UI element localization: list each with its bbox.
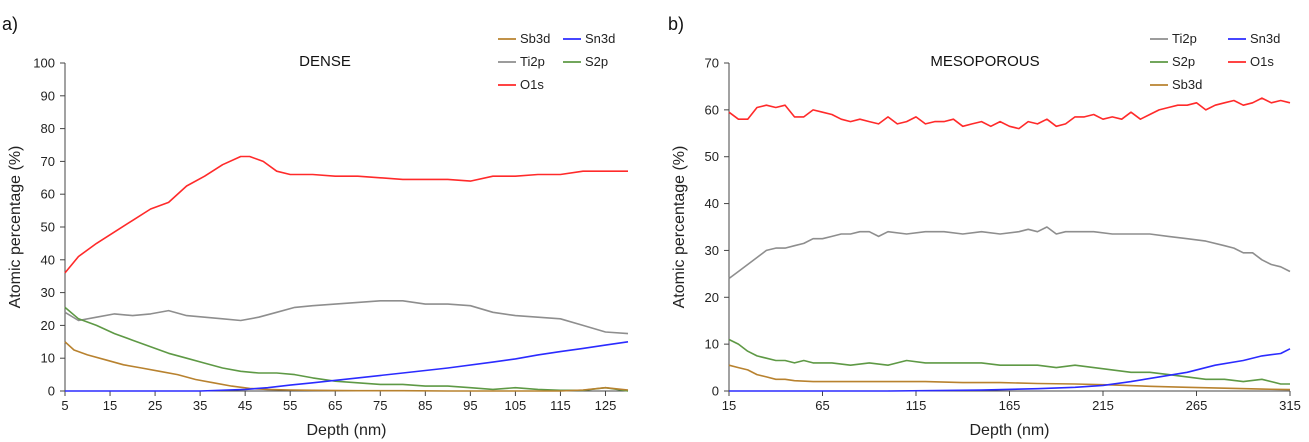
x-tick-label: 115: [906, 398, 927, 413]
y-tick-label: 80: [41, 121, 55, 136]
x-tick-label: 65: [815, 398, 829, 413]
series-line-sb3d: [64, 341, 629, 392]
legend: Ti2p Sn3d S2p O1s Sb3d: [1150, 31, 1280, 92]
y-axis-label: Atomic percentage (%): [671, 146, 688, 309]
series-line-ti2p: [64, 299, 629, 335]
series-line-sn3d: [65, 341, 629, 392]
y-tick-label: 10: [41, 351, 55, 366]
series-line-sn3d: [729, 348, 1291, 392]
y-tick-label: 70: [41, 154, 55, 169]
x-axis-label: Depth (nm): [306, 422, 386, 439]
y-axis-label: Atomic percentage (%): [7, 146, 24, 309]
x-tick-label: 35: [193, 398, 207, 413]
x-tick-label: 215: [1092, 398, 1114, 413]
series-line-sb3d: [728, 364, 1291, 391]
y-tick-label: 20: [41, 318, 55, 333]
chart-title: DENSE: [299, 53, 351, 70]
y-tick-label: 50: [41, 220, 55, 235]
x-tick-label: 125: [595, 398, 617, 413]
legend: Sb3d Sn3d Ti2p S2p O1s: [498, 31, 615, 92]
y-tick-label: 20: [705, 290, 719, 305]
chart-panel-1: a) DENSE 0 10 20 30 40 50 60 70 80 90 100 5 15 25 35 45 55…: [2, 14, 629, 439]
x-tick-label: 65: [328, 398, 342, 413]
x-tick-label: 5: [61, 398, 68, 413]
series-line-o1s: [728, 97, 1291, 130]
y-tick-label: 40: [705, 196, 719, 211]
legend-label-o1s: O1s: [520, 77, 544, 92]
x-tick-label: 25: [148, 398, 162, 413]
x-tick-label: 75: [373, 398, 387, 413]
x-tick-label: 85: [418, 398, 432, 413]
legend-label-s2p: S2p: [1172, 54, 1195, 69]
chart-title: MESOPOROUS: [930, 53, 1039, 70]
legend-label-sn3d: Sn3d: [585, 31, 615, 46]
chart-panel-2: b) MESOPOROUS 0 10 20 30 40 50 60 70 15 65 115 165 215…: [668, 14, 1301, 439]
y-tick-label: 30: [705, 243, 719, 258]
panel-label: b): [668, 14, 684, 34]
y-tick-label: 70: [705, 56, 719, 71]
y-tick-label: 90: [41, 88, 55, 103]
y-tick-label: 0: [712, 384, 719, 399]
x-tick-label: 15: [103, 398, 117, 413]
series-line-s2p: [64, 306, 629, 392]
panel-label: a): [2, 14, 18, 34]
legend-label-ti2p: Ti2p: [520, 54, 545, 69]
x-tick-label: 45: [238, 398, 252, 413]
x-tick-label: 165: [999, 398, 1021, 413]
legend-label-s2p: S2p: [585, 54, 608, 69]
legend-label-sb3d: Sb3d: [1172, 77, 1202, 92]
legend-label-o1s: O1s: [1250, 54, 1274, 69]
x-axis-label: Depth (nm): [969, 422, 1049, 439]
legend-label-sb3d: Sb3d: [520, 31, 550, 46]
legend-label-ti2p: Ti2p: [1172, 31, 1197, 46]
series-line-o1s: [64, 155, 628, 274]
y-tick-label: 60: [705, 102, 719, 117]
y-tick-label: 0: [48, 384, 55, 399]
y-tick-label: 100: [33, 56, 55, 71]
y-tick-label: 50: [705, 149, 719, 164]
x-tick-label: 15: [722, 398, 736, 413]
x-tick-label: 115: [550, 398, 571, 413]
x-tick-label: 315: [1279, 398, 1301, 413]
legend-label-sn3d: Sn3d: [1250, 31, 1280, 46]
y-tick-label: 10: [705, 337, 719, 352]
y-tick-label: 40: [41, 252, 55, 267]
x-tick-label: 265: [1186, 398, 1208, 413]
series-line-s2p: [728, 338, 1290, 385]
y-tick-label: 60: [41, 187, 55, 202]
x-tick-label: 105: [505, 398, 527, 413]
series-line-ti2p: [728, 226, 1291, 280]
x-tick-label: 95: [463, 398, 477, 413]
y-tick-label: 30: [41, 285, 55, 300]
x-tick-label: 55: [283, 398, 297, 413]
